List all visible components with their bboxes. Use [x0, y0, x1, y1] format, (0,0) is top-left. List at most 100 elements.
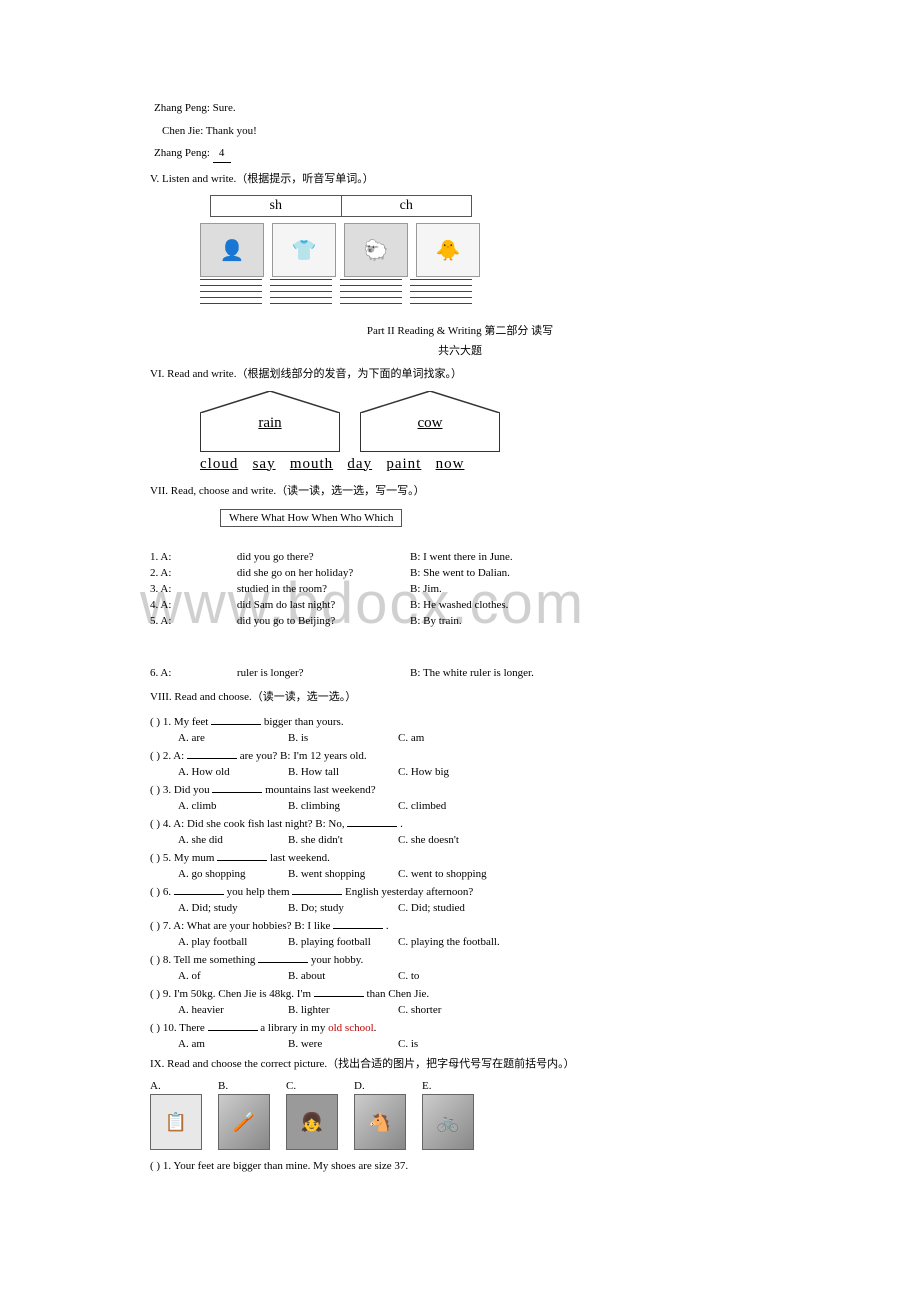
viii-3-b[interactable]: B. climbing [288, 800, 398, 812]
viii-1-b[interactable]: B. is [288, 732, 398, 744]
viii-choices-7: A. play footballB. playing footballC. pl… [178, 936, 770, 948]
viii-1-c[interactable]: C. am [398, 732, 508, 744]
viii-q-10: ( ) 10. There a library in my old school… [150, 1020, 770, 1034]
vii-item-4: 4. A: did Sam do last night?B: He washed… [150, 599, 770, 611]
viii-8-b[interactable]: B. about [288, 970, 398, 982]
viii-7-a[interactable]: A. play football [178, 936, 288, 948]
writing-slot-2[interactable] [270, 279, 332, 304]
viii-choices-4: A. she didB. she didn'tC. she doesn't [178, 834, 770, 846]
viii-4-a[interactable]: A. she did [178, 834, 288, 846]
modal-box: Where What How When Who Which [220, 509, 402, 527]
viii-q-7: ( ) 7. A: What are your hobbies? B: I li… [150, 918, 770, 932]
viii-6-c[interactable]: C. Did; studied [398, 902, 508, 914]
word-cloud[interactable]: cloud [200, 456, 238, 472]
viii-choices-6: A. Did; studyB. Do; studyC. Did; studied [178, 902, 770, 914]
viii-10-b[interactable]: B. were [288, 1038, 398, 1050]
houses: rain cow [200, 391, 770, 452]
ix-item-1: ( ) 1. Your feet are bigger than mine. M… [150, 1158, 770, 1175]
vii-item-2: 2. A: did she go on her holiday?B: She w… [150, 567, 770, 579]
writing-slot-1[interactable] [200, 279, 262, 304]
viii-8-c[interactable]: C. to [398, 970, 508, 982]
ix-picture-d[interactable]: 🐴 [354, 1094, 406, 1150]
viii-list: ( ) 1. My feet bigger than yours.A. areB… [150, 714, 770, 1050]
word-say[interactable]: say [253, 456, 276, 472]
section-vi-title: VI. Read and write.（根据划线部分的发音，为下面的单词找家。） [150, 366, 770, 383]
vii-answer-5: B: By train. [410, 615, 462, 627]
section-vii-title: VII. Read, choose and write.（读一读，选一选，写一写… [150, 483, 770, 500]
dialogue-blank-4[interactable]: 4 [213, 145, 231, 163]
house-rain: rain [200, 391, 340, 452]
viii-7-c[interactable]: C. playing the football. [398, 936, 508, 948]
viii-10-c[interactable]: C. is [398, 1038, 508, 1050]
viii-choices-10: A. amB. wereC. is [178, 1038, 770, 1050]
house2-label: cow [360, 413, 500, 452]
ix-picture-b[interactable]: 🪥 [218, 1094, 270, 1150]
sh-label: sh [211, 196, 342, 216]
ix-picture-c[interactable]: 👧 [286, 1094, 338, 1150]
section-viii-title: VIII. Read and choose.（读一读，选一选。） [150, 689, 770, 706]
vii-answer-4: B: He washed clothes. [410, 599, 508, 611]
viii-choices-1: A. areB. isC. am [178, 732, 770, 744]
dialogue-zp2: Zhang Peng: 4 [154, 145, 770, 163]
picture-1: 👤 [200, 223, 264, 277]
writing-lines-1 [200, 279, 480, 304]
viii-9-b[interactable]: B. lighter [288, 1004, 398, 1016]
viii-8-a[interactable]: A. of [178, 970, 288, 982]
word-now[interactable]: now [436, 456, 465, 472]
viii-q-4: ( ) 4. A: Did she cook fish last night? … [150, 816, 770, 830]
ix-image-row: A.📋 B.🪥 C.👧 D.🐴 E.🚲 [150, 1080, 770, 1150]
ix-label-a: A. [150, 1080, 161, 1092]
viii-2-c[interactable]: C. How big [398, 766, 508, 778]
viii-q-9: ( ) 9. I'm 50kg. Chen Jie is 48kg. I'm t… [150, 986, 770, 1000]
viii-6-a[interactable]: A. Did; study [178, 902, 288, 914]
viii-1-a[interactable]: A. are [178, 732, 288, 744]
viii-10-a[interactable]: A. am [178, 1038, 288, 1050]
viii-choices-2: A. How oldB. How tallC. How big [178, 766, 770, 778]
part2-title: Part II Reading & Writing 第二部分 读写 [150, 322, 770, 338]
viii-q-3: ( ) 3. Did you mountains last weekend? [150, 782, 770, 796]
vii-answer-3: B: Jim. [410, 583, 442, 595]
vii-item-6: 6. A: ruler is longer?B: The white ruler… [150, 667, 770, 679]
part2-subtitle: 共六大题 [150, 342, 770, 358]
viii-3-c[interactable]: C. climbed [398, 800, 508, 812]
word-paint[interactable]: paint [386, 456, 421, 472]
viii-2-a[interactable]: A. How old [178, 766, 288, 778]
viii-4-b[interactable]: B. she didn't [288, 834, 398, 846]
viii-5-b[interactable]: B. went shopping [288, 868, 398, 880]
writing-slot-3[interactable] [340, 279, 402, 304]
ix-picture-a[interactable]: 📋 [150, 1094, 202, 1150]
vii-item-1: 1. A: did you go there?B: I went there i… [150, 551, 770, 563]
vii-answer-6: B: The white ruler is longer. [410, 667, 534, 679]
viii-q-1: ( ) 1. My feet bigger than yours. [150, 714, 770, 728]
picture-4: 🐥 [416, 223, 480, 277]
picture-row: 👤 👕 🐑 🐥 [200, 223, 480, 277]
word-mouth[interactable]: mouth [290, 456, 333, 472]
vii-list: 1. A: did you go there?B: I went there i… [150, 551, 770, 679]
viii-choices-5: A. go shoppingB. went shoppingC. went to… [178, 868, 770, 880]
viii-q-8: ( ) 8. Tell me something your hobby. [150, 952, 770, 966]
dialogue-cj1: Chen Jie: Thank you! [162, 123, 770, 140]
ix-label-c: C. [286, 1080, 296, 1092]
viii-9-c[interactable]: C. shorter [398, 1004, 508, 1016]
writing-slot-4[interactable] [410, 279, 472, 304]
section-ix-title: IX. Read and choose the correct picture.… [150, 1056, 770, 1073]
viii-2-b[interactable]: B. How tall [288, 766, 398, 778]
ix-picture-e[interactable]: 🚲 [422, 1094, 474, 1150]
house1-label: rain [200, 413, 340, 452]
ix-label-b: B. [218, 1080, 228, 1092]
house-cow: cow [360, 391, 500, 452]
viii-9-a[interactable]: A. heavier [178, 1004, 288, 1016]
viii-7-b[interactable]: B. playing football [288, 936, 398, 948]
vii-answer-1: B: I went there in June. [410, 551, 513, 563]
ix-label-d: D. [354, 1080, 365, 1092]
viii-choices-3: A. climbB. climbingC. climbed [178, 800, 770, 812]
word-day[interactable]: day [347, 456, 372, 472]
viii-4-c[interactable]: C. she doesn't [398, 834, 508, 846]
viii-3-a[interactable]: A. climb [178, 800, 288, 812]
vii-answer-2: B: She went to Dalian. [410, 567, 510, 579]
picture-2: 👕 [272, 223, 336, 277]
viii-6-b[interactable]: B. Do; study [288, 902, 398, 914]
viii-q-5: ( ) 5. My mum last weekend. [150, 850, 770, 864]
viii-5-a[interactable]: A. go shopping [178, 868, 288, 880]
viii-5-c[interactable]: C. went to shopping [398, 868, 508, 880]
